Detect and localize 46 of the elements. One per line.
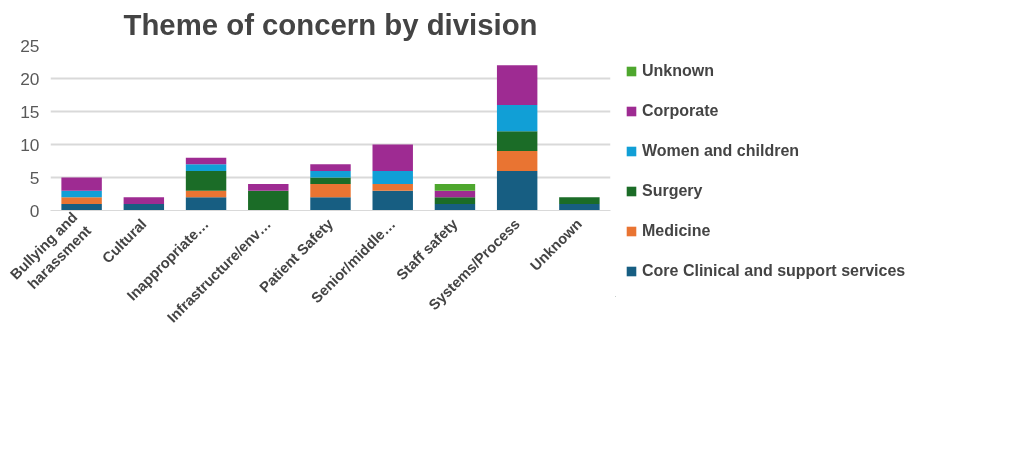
legend-label: Medicine — [642, 221, 711, 240]
bar — [372, 184, 413, 191]
legend-label: Unknown — [642, 61, 714, 80]
bar — [434, 197, 476, 204]
legend-label: Surgery — [642, 181, 703, 200]
bar — [310, 197, 351, 211]
bar — [310, 164, 351, 171]
bar — [496, 151, 538, 171]
bar — [185, 170, 227, 191]
bar — [434, 190, 476, 198]
bar — [559, 197, 600, 204]
y-tick-label: 20 — [20, 68, 40, 89]
bar — [185, 157, 227, 165]
bar — [434, 184, 476, 191]
bar — [248, 190, 289, 211]
bar — [61, 203, 102, 211]
bar — [185, 164, 227, 171]
bar — [123, 203, 165, 211]
y-tick-label: 10 — [20, 134, 40, 155]
bar — [372, 190, 413, 211]
bar — [185, 190, 227, 198]
bar — [310, 170, 351, 178]
y-tick-label: 25 — [20, 35, 40, 56]
legend-label: Core Clinical and support services — [642, 261, 906, 280]
bar — [372, 170, 413, 185]
bar — [496, 65, 538, 105]
legend-label: Women and children — [642, 141, 800, 160]
bar — [61, 190, 102, 198]
bar — [496, 170, 538, 211]
y-tick-label: 15 — [20, 101, 40, 122]
bar — [61, 177, 102, 191]
legend-label: Corporate — [642, 101, 719, 120]
bar — [185, 197, 227, 211]
bar — [559, 203, 600, 211]
bar — [310, 177, 351, 185]
bar — [248, 184, 289, 191]
y-tick-label: 5 — [29, 167, 40, 188]
bar — [372, 144, 413, 171]
bar — [496, 131, 538, 152]
bar — [310, 184, 351, 198]
bar — [434, 203, 476, 211]
y-tick-label: 0 — [29, 200, 40, 221]
bar — [61, 197, 102, 204]
bar — [123, 197, 165, 204]
chart-title: Theme of concern by division — [123, 7, 538, 41]
bar — [496, 104, 538, 132]
